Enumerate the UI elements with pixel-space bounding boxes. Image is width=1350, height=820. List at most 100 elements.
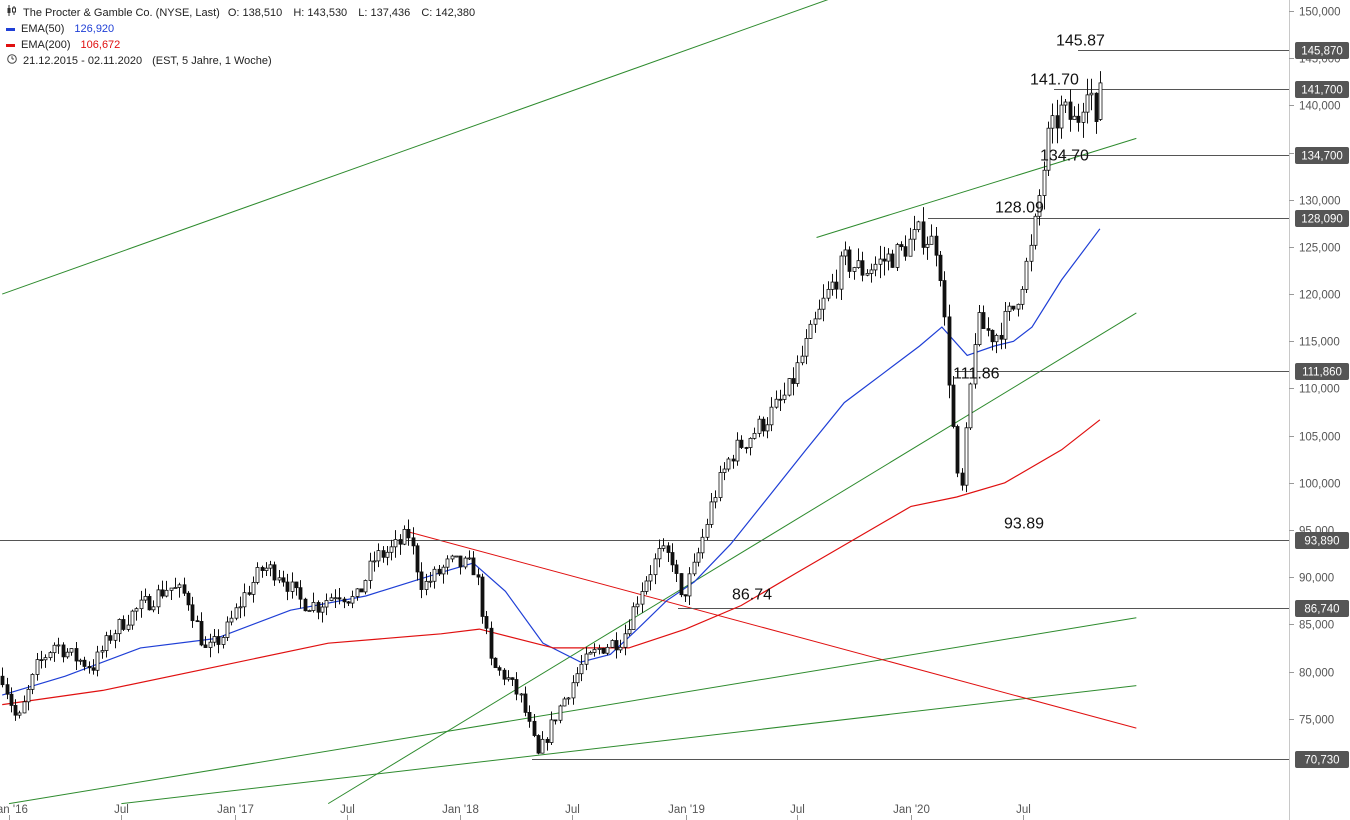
- candle-251: [1085, 78, 1090, 124]
- candle-body: [795, 362, 800, 384]
- candle-58: [251, 576, 256, 603]
- candle-39: [169, 587, 174, 600]
- candle-93: [402, 525, 407, 546]
- candle-41: [177, 582, 182, 598]
- candle-body: [208, 641, 213, 648]
- legend-ema200-row[interactable]: EMA(200) 106,672: [6, 37, 475, 53]
- candle-body: [126, 624, 131, 630]
- candle-body: [618, 646, 623, 651]
- badge-text: 111,860: [1302, 367, 1342, 379]
- candle-144: [623, 624, 628, 656]
- candle-134: [579, 655, 584, 682]
- candle-body: [826, 288, 831, 299]
- y-tick-label: 110,000: [1299, 384, 1340, 396]
- candle-body: [878, 258, 883, 265]
- candle-176: [761, 416, 766, 437]
- candle-246: [1063, 99, 1068, 114]
- candle-body: [316, 602, 321, 613]
- candle-body: [476, 574, 481, 578]
- candle-54: [234, 603, 239, 621]
- candle-body: [104, 635, 109, 651]
- y-tick-label: 105,000: [1299, 432, 1341, 444]
- candle-145: [627, 619, 632, 636]
- candle-body: [705, 524, 710, 538]
- candle-body: [968, 383, 973, 429]
- candle-body: [385, 551, 390, 558]
- candle-body: [337, 597, 342, 600]
- candle-body: [860, 260, 865, 276]
- legend-ohlc: O: 138,510 H: 143,530 L: 137,436 C: 142,…: [220, 5, 475, 21]
- candle-body: [108, 635, 113, 641]
- candle-103: [445, 555, 450, 575]
- candle-107: [463, 556, 468, 570]
- candle-233: [1007, 302, 1012, 321]
- candle-73: [316, 600, 321, 620]
- candle-191: [826, 281, 831, 302]
- candle-101: [437, 565, 442, 576]
- candle-body: [203, 644, 208, 648]
- candle-147: [635, 596, 640, 615]
- candle-149: [644, 576, 649, 595]
- candle-body: [808, 323, 813, 339]
- candle-body: [234, 607, 239, 619]
- candle-body: [1024, 260, 1029, 290]
- candle-body: [463, 557, 468, 568]
- candle-32: [139, 590, 144, 618]
- candle-body: [700, 536, 705, 554]
- candle-102: [441, 564, 446, 584]
- candle-13: [56, 637, 61, 654]
- candle-253: [1094, 92, 1099, 134]
- y-tick-label: 115,000: [1299, 337, 1340, 349]
- candle-body: [134, 608, 139, 612]
- clock-icon: [6, 53, 17, 69]
- candle-body: [260, 567, 265, 571]
- candle-body: [329, 597, 334, 601]
- candle-96: [415, 543, 420, 581]
- candle-143: [618, 639, 623, 654]
- candle-body: [151, 606, 156, 611]
- candle-177: [765, 417, 770, 439]
- candle-body: [424, 580, 429, 590]
- candle-body: [532, 720, 537, 736]
- candle-body: [5, 684, 10, 695]
- candle-236: [1020, 286, 1025, 310]
- candle-52: [225, 616, 230, 642]
- candle-body: [372, 560, 377, 563]
- candle-body: [445, 558, 450, 568]
- candle-183: [791, 367, 796, 396]
- candle-body: [1033, 215, 1038, 246]
- candle-163: [705, 518, 710, 541]
- y-axis: 150,000145,000140,000135,000130,000125,0…: [1289, 7, 1341, 727]
- candle-body: [674, 564, 679, 574]
- legend-ema50-row[interactable]: EMA(50) 126,920: [6, 21, 475, 37]
- candle-body: [960, 472, 965, 486]
- candle-body: [519, 693, 524, 696]
- candle-body: [26, 688, 31, 703]
- candle-126: [545, 737, 550, 751]
- candle-body: [441, 566, 446, 575]
- candle-body: [735, 439, 740, 462]
- candle-body: [1020, 288, 1025, 305]
- candle-132: [571, 675, 576, 705]
- candle-110: [476, 568, 481, 586]
- candle-body: [303, 598, 308, 612]
- badge-bg: [1295, 210, 1349, 227]
- candle-131: [566, 697, 571, 705]
- candle-153: [661, 538, 666, 552]
- candle-104: [450, 554, 455, 563]
- candle-168: [726, 457, 731, 472]
- candle-136: [588, 650, 593, 655]
- candle-body: [834, 281, 839, 290]
- legend-open: O: 138,510: [227, 7, 283, 19]
- candle-body: [890, 253, 895, 268]
- candle-body: [363, 580, 368, 593]
- candle-body: [817, 308, 822, 320]
- candle-206: [890, 249, 895, 268]
- candle-body: [566, 697, 571, 700]
- candle-128: [553, 719, 558, 725]
- candle-body: [536, 735, 541, 754]
- candle-body: [1089, 92, 1094, 96]
- candle-223: [964, 422, 969, 493]
- candle-21: [91, 659, 96, 675]
